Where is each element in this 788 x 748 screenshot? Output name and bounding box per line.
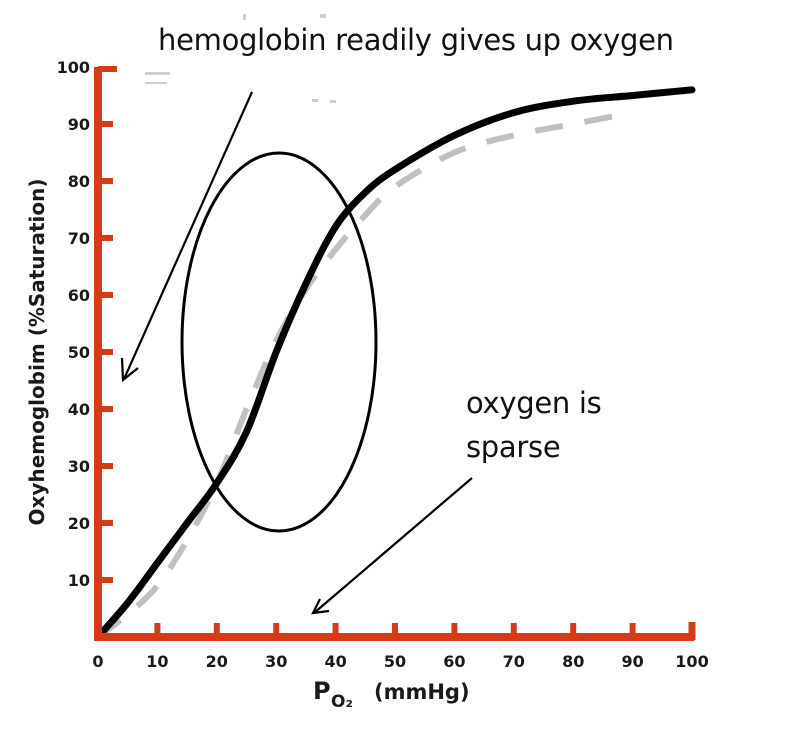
y-tick-label: 90: [68, 115, 90, 134]
x-axis-ticks: 0 10 20 30 40 50 60 70 80 90 100: [92, 623, 709, 671]
x-axis-label-units: (mmHg): [374, 680, 470, 704]
y-axis-ticks: 10 20 30 40 50 60 70 80 90 100: [57, 58, 113, 590]
y-tick-label: 10: [68, 571, 90, 590]
y-tick-label: 30: [68, 457, 90, 476]
x-tick-label: 50: [384, 652, 406, 671]
x-tick-label: 70: [503, 652, 525, 671]
x-tick-label: 40: [324, 652, 346, 671]
y-axis-label: Oxyhemoglobim (%Saturation): [25, 179, 49, 526]
x-tick-label: 100: [675, 652, 708, 671]
annotation-sparse-line2: sparse: [466, 430, 561, 464]
y-tick-label: 60: [68, 286, 90, 305]
x-axis-label-p: P: [313, 677, 331, 705]
axes: 10 20 30 40 50 60 70 80 90 100 0 10 20 30 40 50 60 70 80 9…: [57, 58, 709, 671]
x-tick-label: 90: [621, 652, 643, 671]
faint-artifacts: [145, 14, 336, 103]
steep-region-ellipse: [180, 151, 378, 533]
x-tick-label: 10: [146, 652, 168, 671]
annotation-hemoglobin-gives-up-oxygen: hemoglobin readily gives up oxygen: [158, 23, 674, 57]
x-tick-label: 60: [443, 652, 465, 671]
y-tick-label: 50: [68, 343, 90, 362]
oxyhemoglobin-curve: [94, 86, 696, 641]
annotation-sparse-line1: oxygen is: [466, 386, 602, 420]
x-axis-label-o2: O₂: [331, 692, 353, 712]
x-tick-label: 80: [562, 652, 584, 671]
annotation-arrow-top: [120, 91, 254, 383]
x-tick-label: 20: [206, 652, 228, 671]
y-tick-label: 70: [68, 229, 90, 248]
y-tick-label: 80: [68, 172, 90, 191]
x-tick-label: 0: [92, 652, 103, 671]
y-tick-label: 40: [68, 400, 90, 419]
y-tick-label: 100: [57, 58, 90, 77]
y-tick-label: 20: [68, 514, 90, 533]
x-axis-label: P O₂ (mmHg): [313, 677, 470, 712]
annotation-arrow-sparse: [311, 477, 473, 615]
x-tick-label: 30: [265, 652, 287, 671]
annotation-oxygen-sparse: oxygen is sparse: [466, 381, 666, 469]
